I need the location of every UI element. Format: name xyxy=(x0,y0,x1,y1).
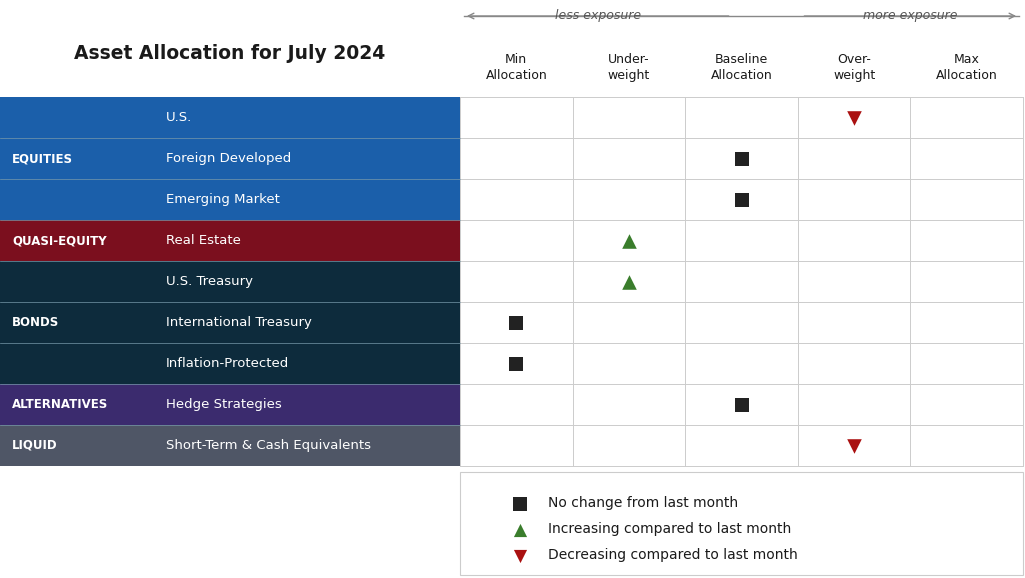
Text: Baseline
Allocation: Baseline Allocation xyxy=(710,53,773,82)
Text: EQUITIES: EQUITIES xyxy=(12,152,73,165)
Bar xyxy=(0,138,460,179)
Bar xyxy=(0,179,460,220)
Text: Max
Allocation: Max Allocation xyxy=(936,53,997,82)
Text: Emerging Market: Emerging Market xyxy=(166,193,280,206)
Text: Real Estate: Real Estate xyxy=(166,234,241,247)
Point xyxy=(511,499,528,508)
Text: U.S.: U.S. xyxy=(166,111,193,124)
Text: Inflation-Protected: Inflation-Protected xyxy=(166,357,289,370)
Bar xyxy=(0,384,460,425)
Text: U.S. Treasury: U.S. Treasury xyxy=(166,275,253,288)
Point xyxy=(733,154,749,163)
Bar xyxy=(0,343,460,384)
Text: more exposure: more exposure xyxy=(863,9,957,21)
Text: QUASI-EQUITY: QUASI-EQUITY xyxy=(12,234,107,247)
Point xyxy=(846,113,862,122)
Bar xyxy=(460,97,1023,466)
Text: less exposure: less exposure xyxy=(555,9,641,21)
Point xyxy=(508,318,525,327)
Point xyxy=(846,441,862,450)
Point xyxy=(733,195,749,204)
Point xyxy=(508,359,525,368)
Point xyxy=(621,236,638,245)
Text: Increasing compared to last month: Increasing compared to last month xyxy=(548,523,791,536)
Text: ALTERNATIVES: ALTERNATIVES xyxy=(12,398,109,411)
Text: LIQUID: LIQUID xyxy=(12,439,57,452)
Text: Short-Term & Cash Equivalents: Short-Term & Cash Equivalents xyxy=(166,439,371,452)
Text: Asset Allocation for July 2024: Asset Allocation for July 2024 xyxy=(75,44,385,63)
Text: Under-
weight: Under- weight xyxy=(608,53,650,82)
Bar xyxy=(460,472,1023,575)
Text: Hedge Strategies: Hedge Strategies xyxy=(166,398,282,411)
Text: Over-
weight: Over- weight xyxy=(833,53,875,82)
Bar xyxy=(0,425,460,466)
Bar xyxy=(0,302,460,343)
Text: Decreasing compared to last month: Decreasing compared to last month xyxy=(548,549,797,562)
Bar xyxy=(0,97,460,138)
Point xyxy=(511,551,528,560)
Text: Foreign Developed: Foreign Developed xyxy=(166,152,291,165)
Text: Min
Allocation: Min Allocation xyxy=(486,53,547,82)
Text: No change from last month: No change from last month xyxy=(548,497,738,510)
Bar xyxy=(0,220,460,261)
Point xyxy=(733,400,749,409)
Point xyxy=(621,277,638,286)
Text: International Treasury: International Treasury xyxy=(166,316,312,329)
Point xyxy=(511,525,528,534)
Text: BONDS: BONDS xyxy=(12,316,59,329)
Bar xyxy=(0,261,460,302)
